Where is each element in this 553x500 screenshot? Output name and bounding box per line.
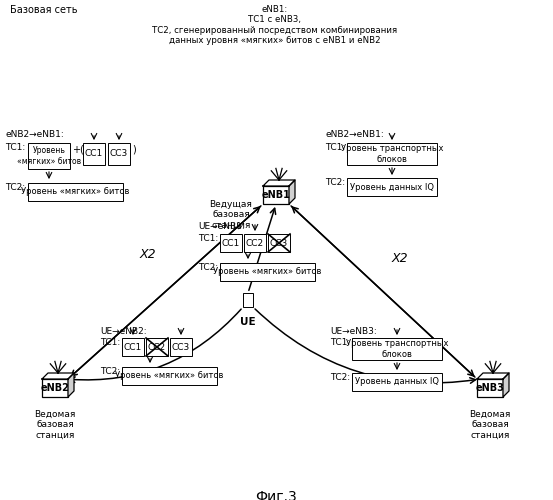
Text: Уровень транспортных
блоков: Уровень транспортных блоков xyxy=(341,144,444,164)
Text: Уровень данных IQ: Уровень данных IQ xyxy=(355,378,439,386)
FancyBboxPatch shape xyxy=(146,338,168,356)
Text: ТС1:: ТС1: xyxy=(330,338,350,347)
Text: СС3: СС3 xyxy=(110,150,128,158)
Text: Фиг.3: Фиг.3 xyxy=(255,490,297,500)
FancyBboxPatch shape xyxy=(42,379,68,397)
Text: Уровень
«мягких» битов: Уровень «мягких» битов xyxy=(17,146,81,166)
Text: X2: X2 xyxy=(140,248,156,262)
Text: Базовая сеть: Базовая сеть xyxy=(10,5,77,15)
FancyBboxPatch shape xyxy=(28,143,70,169)
Text: Уровень транспортных
блоков: Уровень транспортных блоков xyxy=(346,340,448,358)
Text: ТС1:: ТС1: xyxy=(325,143,345,152)
Text: Ведомая
базовая
станция: Ведомая базовая станция xyxy=(34,410,76,440)
Text: СС1: СС1 xyxy=(222,238,240,248)
Text: ТС2:: ТС2: xyxy=(198,263,218,272)
FancyBboxPatch shape xyxy=(352,338,442,360)
FancyBboxPatch shape xyxy=(352,373,442,391)
Text: Ведущая
базовая
станция: Ведущая базовая станция xyxy=(210,200,252,230)
Text: СС1: СС1 xyxy=(124,342,142,351)
Text: ТС2:: ТС2: xyxy=(325,178,345,187)
Text: ТС2:: ТС2: xyxy=(100,367,120,376)
Polygon shape xyxy=(42,373,74,379)
Text: Уровень «мягких» битов: Уровень «мягких» битов xyxy=(116,372,223,380)
FancyBboxPatch shape xyxy=(243,293,253,307)
Text: eNB2→eNB1:: eNB2→eNB1: xyxy=(325,130,384,139)
Text: СС1: СС1 xyxy=(85,150,103,158)
FancyBboxPatch shape xyxy=(83,143,105,165)
FancyBboxPatch shape xyxy=(263,186,289,204)
FancyBboxPatch shape xyxy=(477,379,503,397)
Text: Ведомая
базовая
станция: Ведомая базовая станция xyxy=(469,410,510,440)
Text: ): ) xyxy=(132,145,135,155)
Text: ТС1:: ТС1: xyxy=(5,143,25,152)
FancyBboxPatch shape xyxy=(122,338,144,356)
Text: eNB1: eNB1 xyxy=(262,190,290,200)
Text: UE→eNB2:: UE→eNB2: xyxy=(100,327,147,336)
Text: ТС1:: ТС1: xyxy=(100,338,120,347)
Text: eNB2→eNB1:: eNB2→eNB1: xyxy=(5,130,64,139)
FancyBboxPatch shape xyxy=(244,234,266,252)
Polygon shape xyxy=(263,180,295,186)
Text: Уровень «мягких» битов: Уровень «мягких» битов xyxy=(213,268,322,276)
Text: eNB3: eNB3 xyxy=(476,383,504,393)
Text: ТС2:: ТС2: xyxy=(330,373,350,382)
Text: СС3: СС3 xyxy=(270,238,288,248)
FancyBboxPatch shape xyxy=(268,234,290,252)
Text: +(: +( xyxy=(72,145,84,155)
Text: Уровень данных IQ: Уровень данных IQ xyxy=(350,182,434,192)
Text: ТС1:: ТС1: xyxy=(198,234,218,243)
FancyBboxPatch shape xyxy=(220,263,315,281)
Text: СС3: СС3 xyxy=(172,342,190,351)
Text: UE→eNB3:: UE→eNB3: xyxy=(330,327,377,336)
FancyBboxPatch shape xyxy=(170,338,192,356)
Polygon shape xyxy=(477,373,509,379)
Text: СС2: СС2 xyxy=(246,238,264,248)
Text: Уровень «мягких» битов: Уровень «мягких» битов xyxy=(22,188,130,196)
FancyBboxPatch shape xyxy=(220,234,242,252)
FancyBboxPatch shape xyxy=(122,367,217,385)
Polygon shape xyxy=(289,180,295,204)
Text: UE→eNB1:: UE→eNB1: xyxy=(198,222,245,231)
Text: СС2: СС2 xyxy=(148,342,166,351)
FancyBboxPatch shape xyxy=(28,183,123,201)
FancyBboxPatch shape xyxy=(347,178,437,196)
FancyBboxPatch shape xyxy=(108,143,130,165)
Text: UE: UE xyxy=(240,317,256,327)
Polygon shape xyxy=(503,373,509,397)
Text: eNB2: eNB2 xyxy=(40,383,70,393)
FancyBboxPatch shape xyxy=(347,143,437,165)
Text: ТС2:: ТС2: xyxy=(5,183,25,192)
Text: eNB1:
ТС1 с eNB3,
ТС2, сгенерированный посредством комбинирования
данных уровня : eNB1: ТС1 с eNB3, ТС2, сгенерированный п… xyxy=(153,5,398,45)
Text: X2: X2 xyxy=(392,252,408,264)
Polygon shape xyxy=(68,373,74,397)
